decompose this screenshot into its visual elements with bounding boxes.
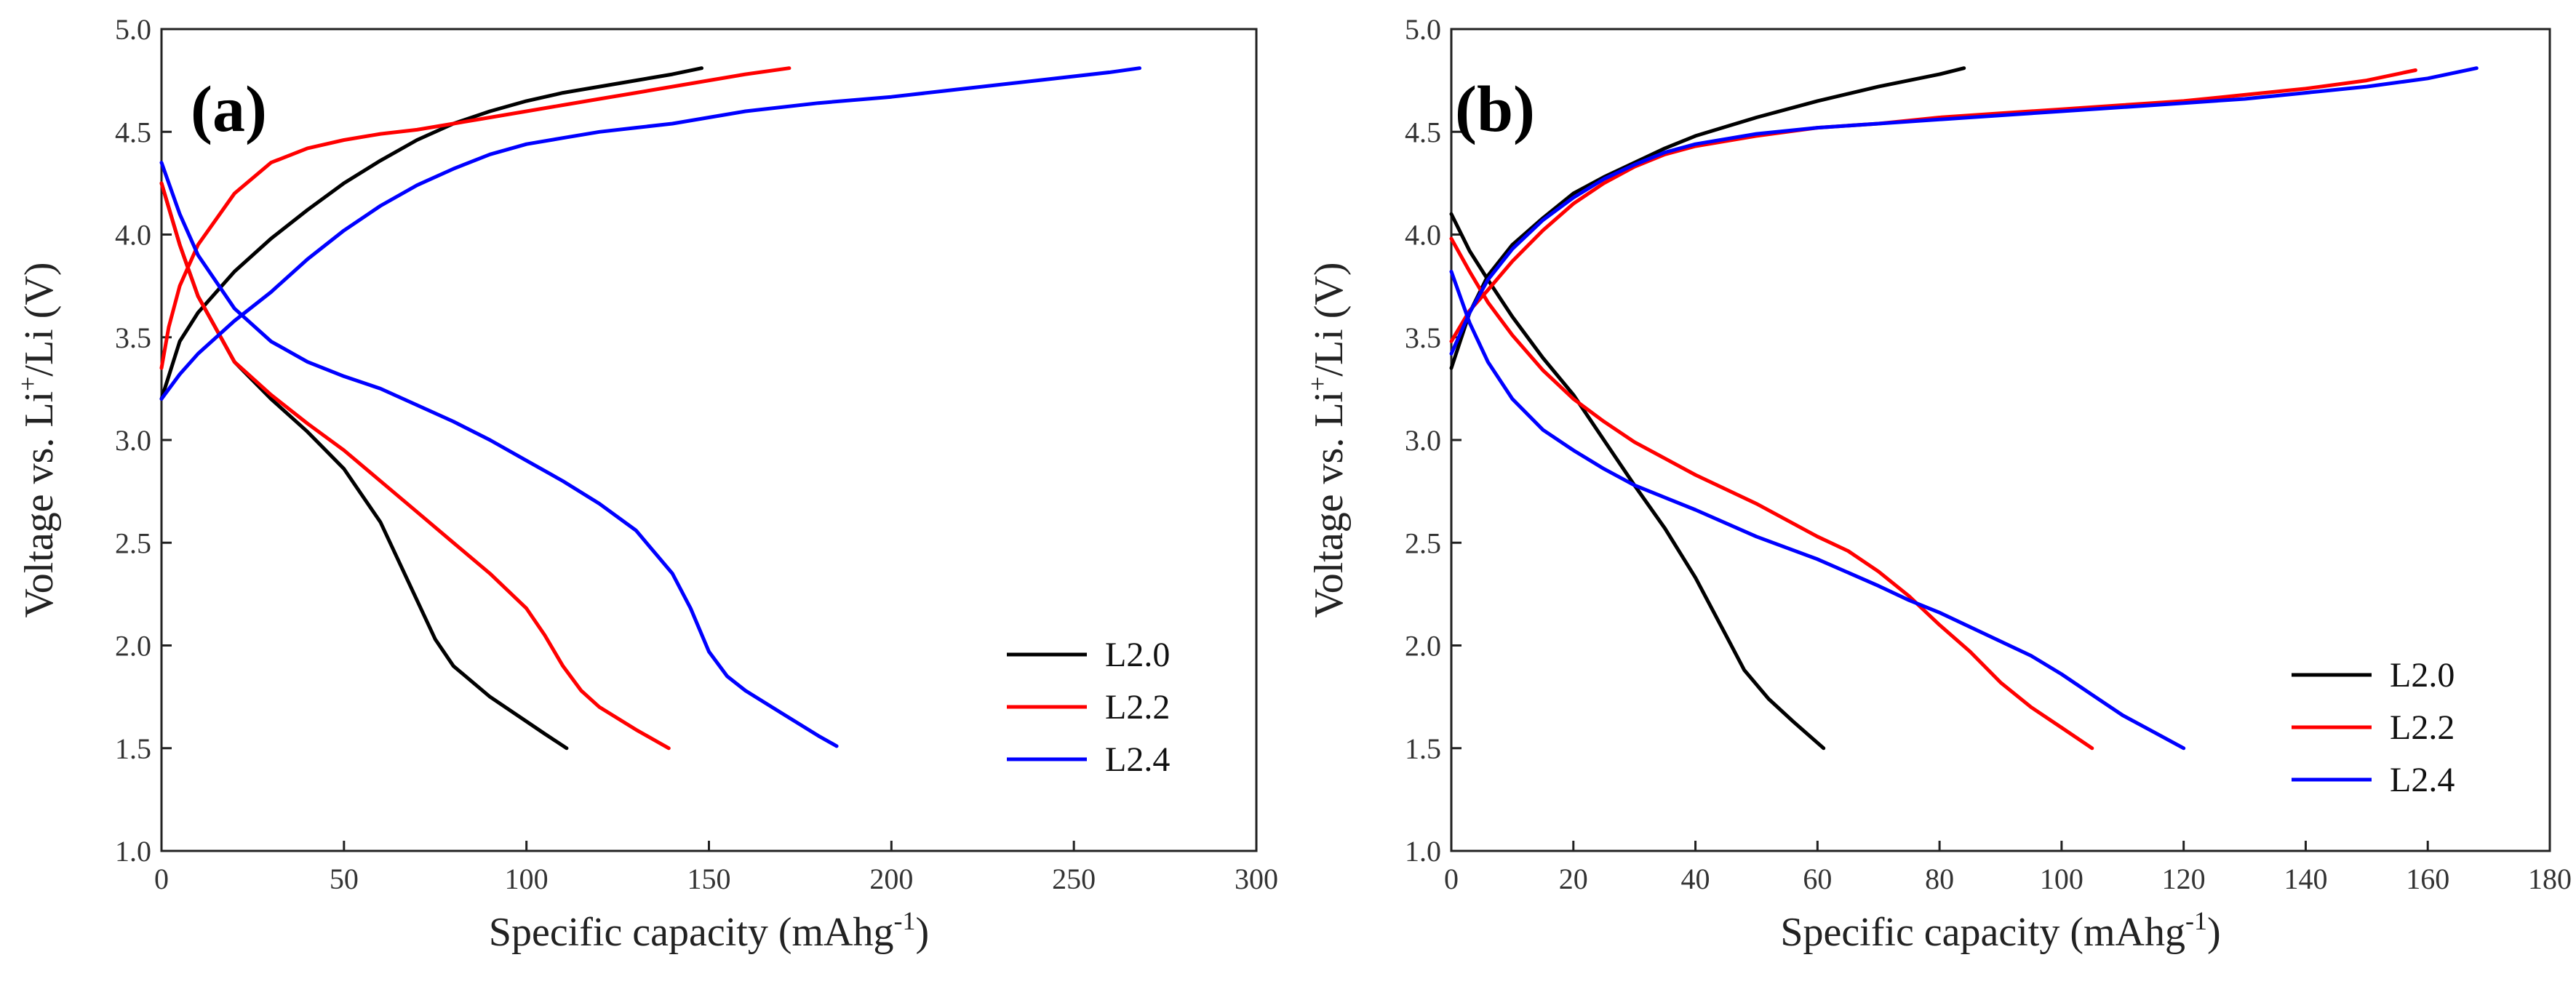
legend-label-L2.2: L2.2	[2390, 708, 2455, 747]
series-line-L2.4-charge	[1449, 66, 2479, 356]
series-lines-b	[1449, 66, 2479, 751]
y-tick-label: 5.0	[1405, 13, 1441, 46]
x-tick-label: 250	[1052, 863, 1096, 895]
x-tick-label: 80	[1925, 863, 1954, 895]
y-tick-label: 3.5	[115, 321, 151, 354]
series-line-L2.4-discharge	[159, 161, 839, 748]
legend-b: L2.0 L2.2 L2.4	[2292, 656, 2455, 799]
y-tick-label: 3.5	[1405, 321, 1441, 354]
y-tick-label: 1.0	[1405, 835, 1441, 868]
y-axis-label-b: Voltage vs. Li+/Li (V)	[1303, 263, 1352, 618]
series-line-L2.2-discharge	[159, 181, 671, 751]
chart-panel-b: 1.0 1.5 2.0 2.5 3.0 3.5 4.0 4.5 5.0 0 20 40 60 80 100…	[1303, 13, 2572, 955]
legend-label-L2.0: L2.0	[2390, 656, 2455, 695]
x-axis-label-a: Specific capacity (mAhg-1)	[489, 906, 929, 955]
y-axis-label-sup-b: +	[1303, 377, 1332, 391]
y-axis-label-text-b: Voltage vs. Li	[1307, 391, 1352, 618]
series-line-L2.4-discharge	[1449, 269, 2186, 751]
y-tick-label: 2.0	[115, 630, 151, 663]
x-axis-ticks-b: 0 20 40 60 80 100 120 140 160 180	[1444, 841, 2572, 895]
legend-label-L2.4: L2.4	[2390, 761, 2455, 799]
series-line-L2.0-charge	[159, 66, 703, 401]
series-line-L2.2-charge	[159, 66, 791, 370]
y-tick-label: 2.0	[1405, 630, 1441, 663]
legend-label-L2.0: L2.0	[1105, 636, 1170, 674]
y-tick-label: 3.0	[115, 424, 151, 457]
x-tick-label: 180	[2528, 863, 2572, 895]
x-axis-label-sup-b: -1	[2185, 906, 2207, 935]
y-tick-label: 4.0	[115, 219, 151, 252]
y-tick-label: 1.5	[1405, 732, 1441, 765]
chart-panel-a: 1.0 1.5 2.0 2.5 3.0 3.5 4.0 4.5 5.0 0 50 100 150 200…	[13, 13, 1278, 955]
x-tick-label: 140	[2284, 863, 2327, 895]
x-axis-ticks-a: 0 50 100 150 200 250 300	[154, 841, 1278, 895]
x-axis-label-end-a: )	[916, 910, 930, 955]
panel-label-b: (b)	[1455, 73, 1535, 145]
y-tick-label: 4.5	[1405, 116, 1441, 148]
x-tick-label: 20	[1559, 863, 1588, 895]
x-axis-label-text-a: Specific capacity (mAhg	[489, 910, 894, 955]
series-line-L2.2-discharge	[1449, 236, 2094, 751]
y-tick-label: 4.5	[115, 116, 151, 148]
series-lines-a	[159, 66, 1141, 751]
x-tick-label: 200	[869, 863, 913, 895]
y-tick-label: 2.5	[1405, 527, 1441, 559]
x-axis-label-sup-a: -1	[894, 906, 916, 935]
x-axis-label-text-b: Specific capacity (mAhg	[1780, 910, 2185, 955]
x-tick-label: 150	[687, 863, 731, 895]
y-axis-ticks-b: 1.0 1.5 2.0 2.5 3.0 3.5 4.0 4.5 5.0	[1405, 13, 1462, 868]
y-tick-label: 5.0	[115, 13, 151, 46]
y-tick-label: 2.5	[115, 527, 151, 559]
y-tick-label: 4.0	[1405, 219, 1441, 252]
legend-a: L2.0 L2.2 L2.4	[1007, 636, 1170, 779]
legend-label-L2.4: L2.4	[1105, 740, 1170, 779]
series-line-L2.4-charge	[159, 66, 1141, 401]
x-axis-label-b: Specific capacity (mAhg-1)	[1780, 906, 2220, 955]
legend-label-L2.2: L2.2	[1105, 688, 1170, 727]
x-tick-label: 100	[505, 863, 549, 895]
y-tick-label: 1.0	[115, 835, 151, 868]
y-axis-label-text-a: Voltage vs. Li	[17, 391, 62, 618]
y-axis-label-a: Voltage vs. Li+/Li (V)	[13, 263, 62, 618]
y-tick-label: 1.5	[115, 732, 151, 765]
panel-label-a: (a)	[191, 73, 267, 145]
x-axis-label-end-b: )	[2207, 910, 2221, 955]
x-tick-label: 160	[2406, 863, 2449, 895]
x-tick-label: 0	[1444, 863, 1459, 895]
x-tick-label: 50	[330, 863, 359, 895]
x-tick-label: 120	[2162, 863, 2206, 895]
x-tick-label: 40	[1681, 863, 1710, 895]
series-line-L2.0-charge	[1449, 66, 1966, 370]
x-tick-label: 100	[2040, 863, 2083, 895]
y-tick-label: 3.0	[1405, 424, 1441, 457]
y-axis-ticks-a: 1.0 1.5 2.0 2.5 3.0 3.5 4.0 4.5 5.0	[115, 13, 172, 868]
x-tick-label: 0	[154, 863, 169, 895]
x-tick-label: 60	[1803, 863, 1832, 895]
y-axis-label-end-b: /Li (V)	[1307, 263, 1352, 377]
y-axis-label-end-a: /Li (V)	[17, 263, 62, 377]
y-axis-label-sup-a: +	[13, 377, 42, 391]
x-tick-label: 300	[1235, 863, 1278, 895]
